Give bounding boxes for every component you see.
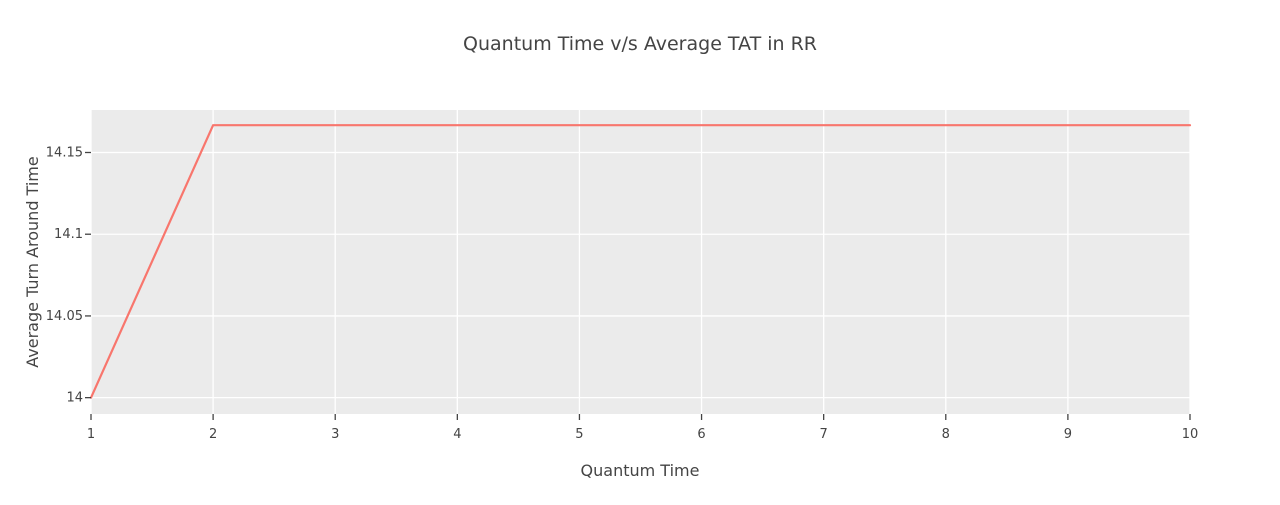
series-line [89, 124, 1192, 399]
x-tick-label: 7 [820, 427, 828, 442]
y-tick-label: 14 [66, 391, 83, 406]
y-tick-label: 14.1 [54, 227, 83, 242]
x-tick-label: 3 [331, 427, 339, 442]
x-tick-label: 6 [697, 427, 705, 442]
x-grid [90, 110, 1191, 414]
x-axis-title: Quantum Time [581, 461, 700, 480]
y-grid [91, 151, 1190, 399]
x-tick-label: 10 [1182, 427, 1199, 442]
x-tick-label: 2 [209, 427, 217, 442]
x-tick-label: 8 [942, 427, 950, 442]
plot-background [91, 110, 1190, 414]
chart-title: Quantum Time v/s Average TAT in RR [463, 33, 817, 55]
y-axis-ticks: 14 14.05 14.1 14.15 [46, 145, 91, 406]
y-tick-label: 14.15 [46, 145, 83, 160]
x-tick-label: 4 [453, 427, 461, 442]
y-axis-title: Average Turn Around Time [23, 156, 42, 367]
x-tick-label: 5 [575, 427, 583, 442]
x-axis-ticks: 1 2 3 4 5 6 7 8 9 10 [87, 414, 1198, 442]
x-tick-label: 9 [1064, 427, 1072, 442]
x-tick-label: 1 [87, 427, 95, 442]
y-tick-label: 14.05 [46, 309, 83, 324]
